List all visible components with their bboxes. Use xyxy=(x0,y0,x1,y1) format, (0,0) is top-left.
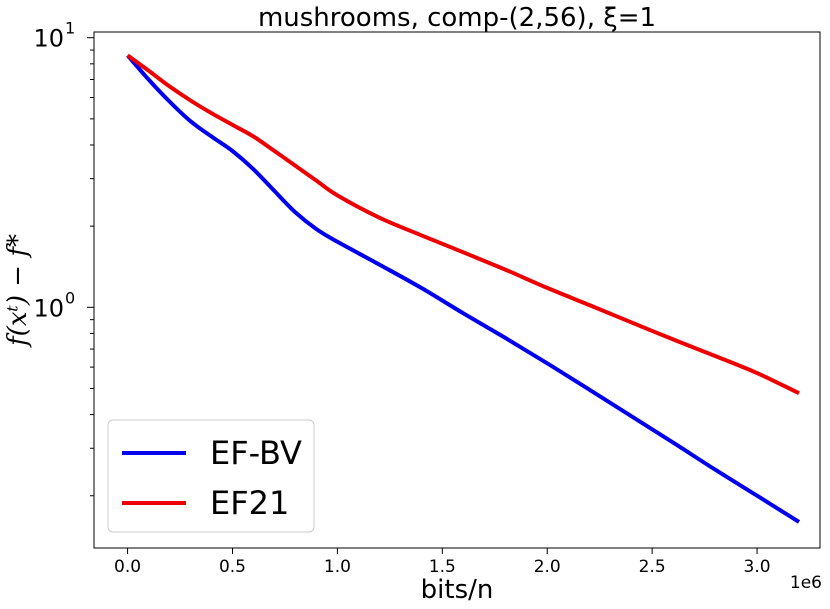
x-tick-label: 3.0 xyxy=(744,557,771,577)
plot-frame xyxy=(93,31,821,549)
x-axis-offset-label: 1e6 xyxy=(790,573,822,593)
x-tick-label: 2.5 xyxy=(639,557,666,577)
x-tick-label: 0.0 xyxy=(114,557,141,577)
y-tick-label: 10 xyxy=(33,25,64,53)
x-tick-label: 2.0 xyxy=(534,557,561,577)
x-tick-label: 1.5 xyxy=(429,557,456,577)
y-axis-label: f(xᵗ) − f* xyxy=(3,234,33,348)
legend-label: EF21 xyxy=(210,484,289,522)
x-tick-label: 0.5 xyxy=(219,557,246,577)
chart-title: mushrooms, comp-(2,56), ξ=1 xyxy=(258,3,656,33)
series-line-ef-bv xyxy=(126,54,801,524)
x-axis-label: bits/n xyxy=(421,575,494,605)
legend-label: EF-BV xyxy=(210,434,302,472)
y-tick-exponent: 0 xyxy=(65,288,75,307)
legend: EF-BV EF21 xyxy=(107,419,315,533)
x-axis: 0.0 0.5 1.0 1.5 2.0 2.5 3.0 xyxy=(114,548,771,577)
series-layer xyxy=(126,53,801,524)
y-tick-label: 10 xyxy=(33,294,64,322)
x-tick-label: 1.0 xyxy=(324,557,351,577)
y-tick-exponent: 1 xyxy=(65,19,75,38)
series-line-ef21 xyxy=(126,53,800,396)
